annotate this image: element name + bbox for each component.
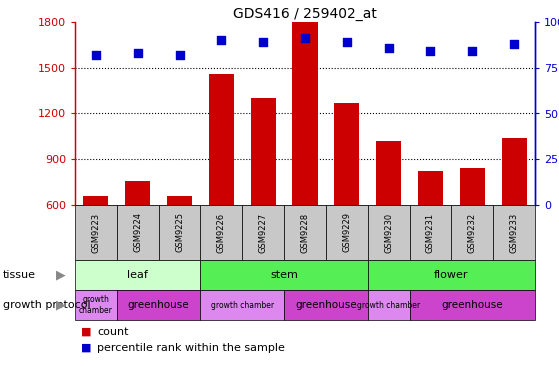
Point — [510, 41, 519, 47]
Text: leaf: leaf — [127, 270, 148, 280]
Bar — [459, 168, 485, 205]
Text: GSM9226: GSM9226 — [217, 212, 226, 253]
Bar — [292, 22, 318, 205]
Bar — [209, 74, 234, 205]
Point — [217, 37, 226, 43]
Text: greenhouse: greenhouse — [128, 300, 190, 310]
Text: GSM9225: GSM9225 — [175, 213, 184, 253]
Point — [426, 48, 435, 54]
Text: growth chamber: growth chamber — [357, 300, 420, 310]
Point — [259, 39, 268, 45]
Text: ▶: ▶ — [56, 299, 66, 311]
Text: growth
chamber: growth chamber — [79, 295, 113, 315]
Bar — [167, 196, 192, 205]
Text: GSM9227: GSM9227 — [259, 212, 268, 253]
Text: GSM9223: GSM9223 — [92, 212, 101, 253]
Text: ▶: ▶ — [56, 269, 66, 281]
Point — [301, 36, 310, 41]
Text: tissue: tissue — [3, 270, 36, 280]
Text: flower: flower — [434, 270, 468, 280]
Point — [384, 45, 393, 51]
Text: GSM9229: GSM9229 — [342, 213, 351, 253]
Text: growth chamber: growth chamber — [211, 300, 274, 310]
Text: GSM9231: GSM9231 — [426, 212, 435, 253]
Text: growth protocol: growth protocol — [3, 300, 91, 310]
Text: ■: ■ — [80, 327, 91, 337]
Text: count: count — [97, 327, 129, 337]
Bar — [334, 103, 359, 205]
Bar — [501, 138, 527, 205]
Text: GSM9230: GSM9230 — [384, 212, 393, 253]
Bar — [125, 180, 150, 205]
Bar — [376, 141, 401, 205]
Bar — [250, 98, 276, 205]
Bar — [418, 171, 443, 205]
Bar — [83, 196, 108, 205]
Point — [92, 52, 101, 58]
Text: greenhouse: greenhouse — [295, 300, 357, 310]
Title: GDS416 / 259402_at: GDS416 / 259402_at — [233, 7, 377, 21]
Text: GSM9224: GSM9224 — [133, 213, 142, 253]
Text: stem: stem — [270, 270, 298, 280]
Point — [342, 39, 351, 45]
Text: ■: ■ — [80, 343, 91, 353]
Point — [133, 50, 142, 56]
Text: greenhouse: greenhouse — [442, 300, 503, 310]
Point — [468, 48, 477, 54]
Text: GSM9233: GSM9233 — [510, 212, 519, 253]
Text: GSM9232: GSM9232 — [468, 212, 477, 253]
Text: percentile rank within the sample: percentile rank within the sample — [97, 343, 285, 353]
Point — [175, 52, 184, 58]
Text: GSM9228: GSM9228 — [301, 212, 310, 253]
